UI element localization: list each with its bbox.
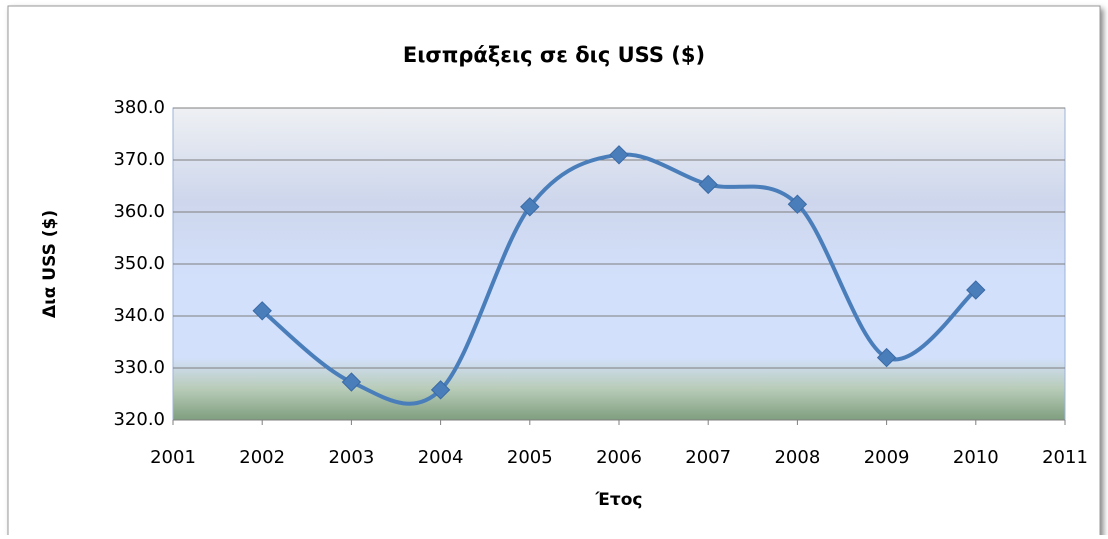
- data-point: [966, 280, 986, 300]
- y-tick-label: 370.0: [113, 149, 165, 170]
- data-point: [609, 145, 629, 165]
- x-tick-label: 2010: [953, 447, 999, 468]
- y-axis-title: Δια USS ($): [40, 210, 60, 318]
- y-tick-label: 360.0: [113, 201, 165, 222]
- data-point: [520, 197, 540, 217]
- data-point: [787, 194, 808, 214]
- y-tick-label: 340.0: [113, 305, 165, 326]
- chart-title: Εισπράξεις σε δις USS ($): [403, 43, 705, 67]
- data-point: [341, 372, 362, 392]
- x-tick-label: 2001: [150, 447, 196, 468]
- y-tick-label: 380.0: [113, 97, 165, 118]
- data-point: [876, 347, 897, 368]
- x-tick-label: 2002: [239, 447, 285, 468]
- x-tick-label: 2009: [864, 447, 910, 468]
- data-point: [430, 380, 451, 400]
- x-tick-label: 2003: [328, 447, 374, 468]
- y-tick-label: 350.0: [113, 253, 165, 274]
- x-tick-label: 2006: [596, 447, 642, 468]
- data-point: [698, 174, 718, 195]
- x-tick-label: 2005: [507, 447, 553, 468]
- data-point: [252, 301, 272, 321]
- x-tick-label: 2007: [685, 447, 731, 468]
- y-tick-label: 330.0: [113, 357, 165, 378]
- x-tick-label: 2011: [1042, 447, 1088, 468]
- x-axis-title: Έτος: [595, 490, 643, 510]
- y-tick-label: 320.0: [113, 409, 165, 430]
- x-tick-label: 2004: [418, 447, 464, 468]
- x-tick-label: 2008: [774, 447, 820, 468]
